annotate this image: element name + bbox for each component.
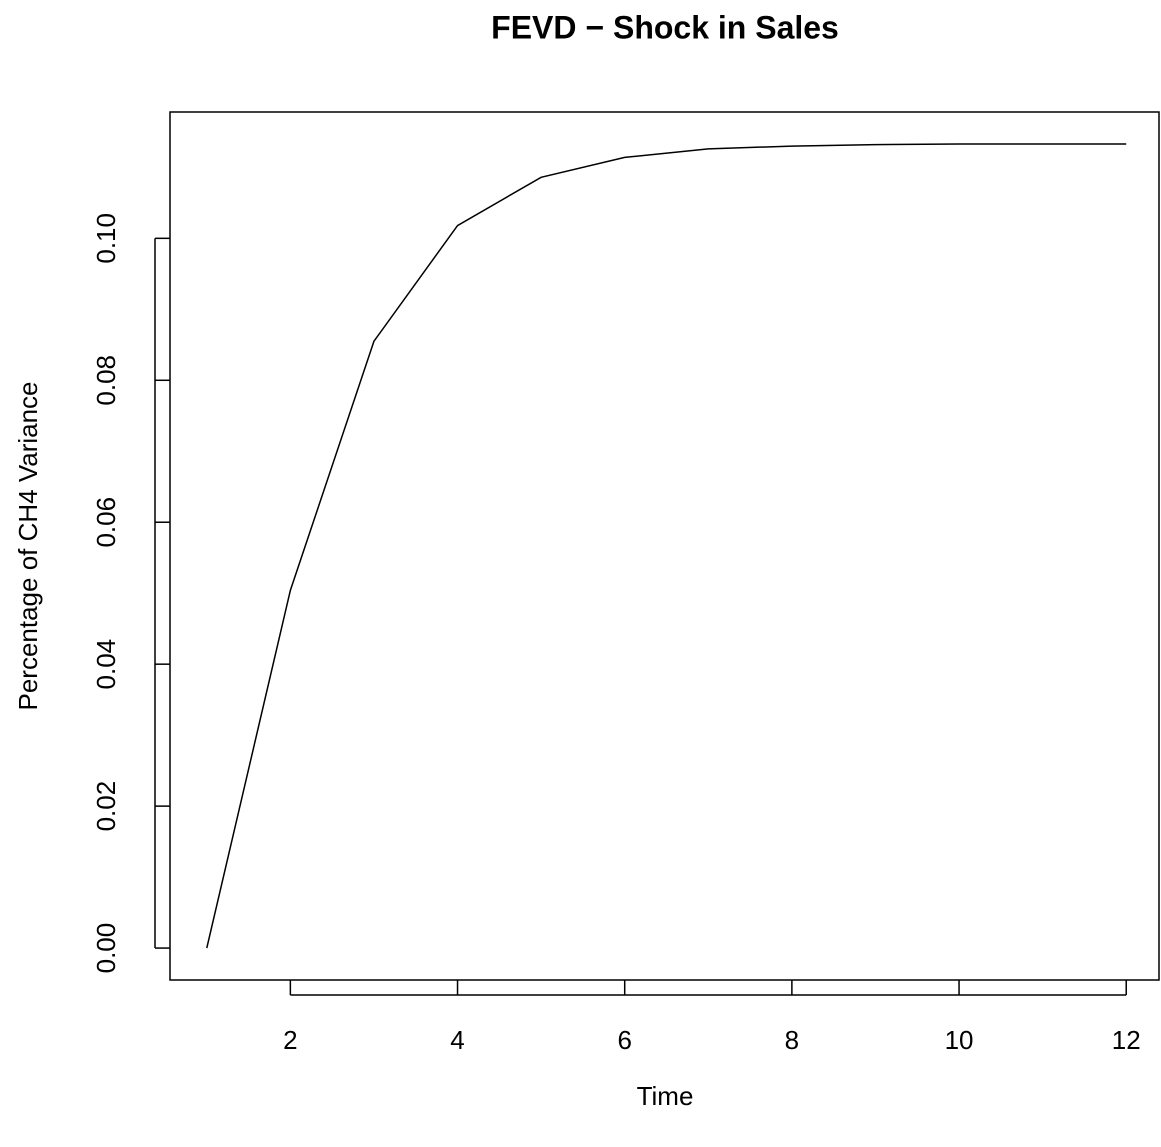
y-tick-label: 0.02: [91, 781, 121, 832]
y-tick-label: 0.08: [91, 355, 121, 406]
x-tick-label: 12: [1112, 1025, 1141, 1055]
data-line: [206, 143, 1127, 949]
chart-title: FEVD − Shock in Sales: [491, 9, 839, 45]
x-axis-label: Time: [637, 1081, 694, 1111]
plot-frame: [169, 111, 1160, 981]
x-tick-label: 4: [450, 1025, 464, 1055]
x-tick-label: 8: [785, 1025, 799, 1055]
x-tick-label: 10: [945, 1025, 974, 1055]
x-tick-label: 2: [283, 1025, 297, 1055]
x-tick-label: 6: [617, 1025, 631, 1055]
y-tick-label: 0.06: [91, 497, 121, 548]
y-tick-label: 0.10: [91, 213, 121, 264]
y-tick-label: 0.00: [91, 923, 121, 974]
y-tick-label: 0.04: [91, 639, 121, 690]
y-axis-label: Percentage of CH4 Variance: [13, 381, 43, 710]
